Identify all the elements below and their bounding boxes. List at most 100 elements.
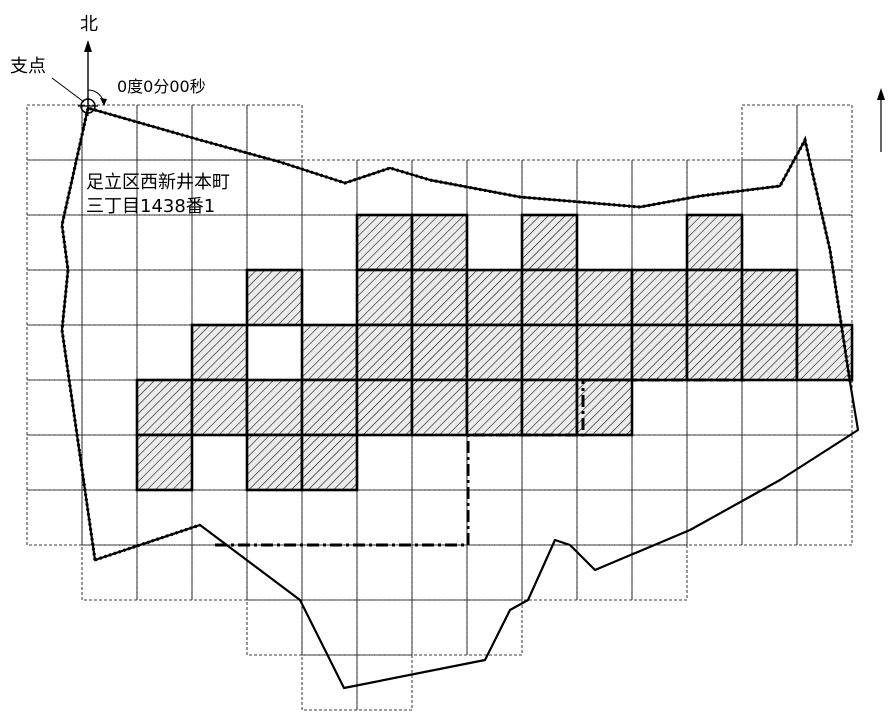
hatched-cell	[685, 268, 744, 327]
hatched-cell	[190, 323, 249, 382]
grid-cell	[246, 489, 303, 546]
address-line-1: 足立区西新井本町	[86, 172, 230, 193]
pivot-leader-line	[51, 77, 85, 103]
hatched-cell	[300, 378, 359, 437]
grid-cell	[796, 159, 853, 216]
grid-cell	[246, 159, 303, 216]
grid-cell	[81, 324, 138, 381]
grid-cell	[301, 544, 358, 601]
grid-cell	[26, 269, 83, 326]
grid-cell	[741, 379, 798, 436]
grid-cell	[466, 489, 523, 546]
boundary-sw-dotted	[94, 523, 201, 562]
grid-cell	[136, 544, 193, 601]
grid-cell	[576, 544, 633, 601]
pivot-label: 支点	[10, 56, 46, 77]
boundary-dotted-overlay	[60, 105, 852, 561]
grid-cell	[301, 599, 358, 656]
hatched-cell	[300, 323, 359, 382]
north-label: 北	[80, 14, 98, 35]
grid-cell	[136, 269, 193, 326]
grid-cell	[796, 489, 853, 546]
hatched-cell	[575, 378, 634, 437]
grid-cell	[246, 104, 303, 161]
hatched-cell	[685, 323, 744, 382]
grid-cell	[411, 599, 468, 656]
grid-cell	[466, 214, 523, 271]
hatched-cell	[740, 268, 799, 327]
grid-cell	[796, 379, 853, 436]
grid-cell	[521, 489, 578, 546]
hatched-cell	[520, 213, 579, 272]
hatched-cell	[685, 213, 744, 272]
grid-cell	[26, 489, 83, 546]
grid-cell	[301, 159, 358, 216]
grid-cell	[741, 489, 798, 546]
grid-cell	[246, 544, 303, 601]
hatched-cell	[300, 433, 359, 492]
grid-cell	[741, 104, 798, 161]
grid-cell	[796, 104, 853, 161]
hatched-cell	[245, 378, 304, 437]
pivot-circle-icon	[78, 96, 98, 116]
grid-cell	[301, 214, 358, 271]
address-line-2: 三丁目1438番1	[86, 196, 215, 217]
hatched-cell	[355, 323, 414, 382]
grid-cell	[741, 214, 798, 271]
grid-cell	[136, 104, 193, 161]
grid-cell	[81, 214, 138, 271]
grid-cell	[26, 434, 83, 491]
grid-cell	[741, 434, 798, 491]
grid-cell	[686, 159, 743, 216]
hatched-cell	[630, 268, 689, 327]
grid-cell	[81, 434, 138, 491]
vertical-arrow-icon	[877, 88, 885, 152]
hatched-cell	[410, 323, 469, 382]
grid-cell	[81, 544, 138, 601]
grid-cell	[686, 434, 743, 491]
grid-cell	[246, 324, 303, 381]
grid-cell	[466, 544, 523, 601]
grid-cell	[81, 489, 138, 546]
angle-arc	[87, 89, 105, 105]
grid-cell	[301, 489, 358, 546]
grid-cell	[411, 544, 468, 601]
hatched-cell	[465, 378, 524, 437]
hatched-cells	[135, 213, 854, 492]
grid-cell	[246, 599, 303, 656]
grid-cell	[356, 489, 413, 546]
grid-cell	[136, 324, 193, 381]
grid-cell	[246, 214, 303, 271]
hatched-cell	[355, 378, 414, 437]
grid-cell	[81, 269, 138, 326]
grid-cell	[191, 269, 248, 326]
grid-cell	[466, 599, 523, 656]
grid-cell	[411, 434, 468, 491]
grid-cell	[191, 434, 248, 491]
grid-cell	[356, 159, 413, 216]
hatched-cell	[135, 378, 194, 437]
hatched-cell	[575, 268, 634, 327]
hatched-cell	[465, 268, 524, 327]
hatched-cell	[740, 323, 799, 382]
grid-cell	[521, 159, 578, 216]
grid-cell	[631, 434, 688, 491]
grid-cell	[356, 434, 413, 491]
grid-cell	[631, 544, 688, 601]
hatched-cell	[630, 323, 689, 382]
grid-cell	[576, 434, 633, 491]
hatched-cell	[520, 268, 579, 327]
grid-cell	[356, 599, 413, 656]
grid-cell	[26, 324, 83, 381]
grid-cell	[796, 269, 853, 326]
grid-cell	[356, 544, 413, 601]
hatched-cell	[355, 268, 414, 327]
hatched-cell	[520, 378, 579, 437]
grid-cell	[356, 654, 413, 711]
grid-cell	[576, 214, 633, 271]
grid-cell	[81, 379, 138, 436]
grid-cell	[191, 489, 248, 546]
grid-cell	[411, 489, 468, 546]
